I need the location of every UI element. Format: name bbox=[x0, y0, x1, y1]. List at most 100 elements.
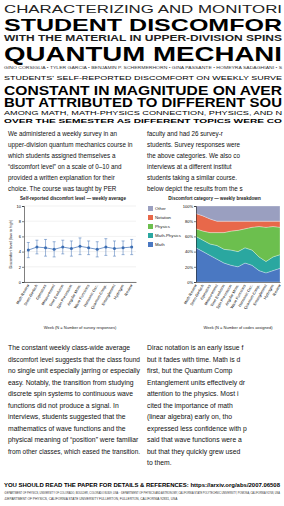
data-point bbox=[96, 248, 99, 251]
body-text: which students assigned themselves a bbox=[7, 152, 116, 160]
tick-label: 4 bbox=[19, 249, 22, 254]
error-bar-part bbox=[113, 256, 116, 257]
y-tick: 4 bbox=[19, 249, 24, 254]
y-tick: 100% bbox=[183, 204, 196, 209]
body-text: to them. bbox=[147, 459, 172, 466]
tick-mark bbox=[22, 252, 24, 253]
error-bar-part bbox=[61, 240, 64, 241]
poster: CHARACTERIZING AND MONITORISTUDENT DISCO… bbox=[0, 0, 284, 506]
background bbox=[0, 0, 284, 506]
error-bar-part bbox=[70, 256, 73, 257]
tick-mark bbox=[194, 221, 196, 222]
error-bar bbox=[96, 242, 99, 257]
legend-swatch bbox=[148, 233, 153, 238]
body-text: Entanglement units effectively dr bbox=[147, 379, 246, 387]
error-bar-part bbox=[131, 239, 132, 254]
error-bar-part bbox=[113, 240, 116, 241]
body-text: but that they quickly grew used bbox=[147, 448, 241, 456]
x-tick: Review bbox=[124, 284, 134, 297]
body-text: students taking a similar course. bbox=[147, 174, 237, 182]
tick-label: 100% bbox=[183, 204, 194, 209]
body-text: (linear algebra) early on, tho bbox=[147, 413, 232, 421]
error-bar-part bbox=[104, 238, 107, 239]
error-bar-part bbox=[54, 242, 55, 257]
error-bar bbox=[87, 241, 90, 255]
error-bar-part bbox=[70, 240, 73, 241]
y-tick: 40% bbox=[185, 249, 196, 254]
y-axis: 0%20%40%60%80%100% bbox=[183, 204, 197, 285]
axis-title: Week (N = Number of survey responses) bbox=[44, 325, 117, 330]
tick-mark bbox=[22, 236, 24, 237]
body-text: the above categories. We also co bbox=[147, 152, 240, 160]
axis-line bbox=[22, 207, 25, 283]
error-bar-part bbox=[27, 242, 30, 243]
legend-swatch bbox=[148, 215, 153, 220]
error-bar bbox=[104, 239, 107, 256]
grid-line bbox=[24, 206, 136, 207]
body-text: mathematics of wave functions and the bbox=[8, 425, 126, 432]
data-point bbox=[53, 248, 56, 251]
title-line: QUANTUM MECHANI bbox=[4, 43, 282, 65]
error-bar-part bbox=[44, 256, 47, 257]
axis-title: Discomfort level (low to high) bbox=[9, 219, 13, 268]
error-bar-part bbox=[87, 254, 90, 255]
error-bar bbox=[27, 242, 30, 257]
body-text: attention to the physics. Most i bbox=[147, 390, 239, 398]
y-tick: 2 bbox=[19, 265, 24, 270]
error-bar-part bbox=[87, 240, 90, 241]
error-bar-part bbox=[96, 241, 99, 242]
data-point bbox=[27, 249, 30, 252]
tick-label: 0 bbox=[19, 280, 22, 285]
body-text: cited the importance of math bbox=[147, 402, 233, 410]
y-tick: 10 bbox=[17, 204, 24, 209]
tick-label: 60% bbox=[185, 234, 193, 239]
chart: 0%20%40%60%80%100%Math ReviewStern-Gerla… bbox=[183, 204, 282, 310]
plot-marks bbox=[196, 206, 280, 282]
error-bar-part bbox=[62, 240, 63, 254]
footer-link: YOU SHOULD READ THE PAPER FOR DETAILS & … bbox=[4, 482, 280, 488]
legend-label: Math-Physics bbox=[155, 233, 181, 238]
grid-line bbox=[24, 221, 136, 222]
body-text: students. Survey responses were bbox=[147, 141, 241, 149]
error-bar-part bbox=[79, 254, 82, 255]
body-text: Dirac notation is an early issue f bbox=[147, 344, 243, 352]
axis-line bbox=[25, 282, 137, 283]
chart-title: Discomfort category — weekly breakdown bbox=[168, 196, 261, 201]
error-bar-part bbox=[53, 256, 56, 257]
tick-label: 0% bbox=[187, 280, 193, 285]
error-bar-part bbox=[36, 240, 37, 254]
data-point bbox=[113, 247, 116, 250]
axis-line bbox=[194, 207, 197, 283]
legend-label: Other bbox=[155, 206, 166, 211]
error-bar-part bbox=[79, 237, 82, 238]
body-text: discomfort level suggests that the class… bbox=[8, 356, 140, 364]
axis-line bbox=[197, 282, 281, 283]
error-bar bbox=[79, 238, 82, 255]
tick-mark bbox=[194, 282, 196, 283]
body-text: interviews, students suggested that the bbox=[8, 413, 126, 421]
body-text: physical meaning of “position” were fami… bbox=[8, 436, 139, 444]
authors: GINO CORSIGLIA • TYLER GARCIA • BENJAMIN… bbox=[4, 65, 282, 70]
body-text: functions did not produce a signal. In bbox=[8, 402, 119, 410]
error-bar-part bbox=[88, 241, 89, 255]
x-axis: Math ReviewStern-GerlachOperatorsMeasure… bbox=[183, 283, 282, 311]
legend-label: Math bbox=[155, 242, 165, 247]
error-bar-part bbox=[130, 239, 133, 240]
area-series bbox=[196, 206, 280, 221]
body-text: expressed less confidence with p bbox=[147, 425, 247, 433]
tick-label: 40% bbox=[185, 249, 193, 254]
y-tick: 6 bbox=[19, 234, 24, 239]
error-bar bbox=[61, 240, 64, 254]
y-tick: 60% bbox=[185, 234, 196, 239]
chart-title: Self-reported discomfort level — weekly … bbox=[20, 196, 126, 201]
error-bar-part bbox=[122, 254, 125, 255]
error-bar bbox=[122, 241, 125, 255]
headline-line: OVER THE SEMESTER AS DIFFERENT TOPICS WE… bbox=[4, 118, 283, 124]
tick-label: 6 bbox=[19, 234, 22, 239]
error-bar bbox=[44, 239, 47, 256]
error-bar-part bbox=[71, 241, 72, 256]
x-tick: Review bbox=[272, 284, 282, 297]
body-text: from other classes, which eased the tran… bbox=[8, 448, 140, 455]
error-bar-part bbox=[35, 253, 38, 254]
error-bar bbox=[130, 239, 133, 254]
